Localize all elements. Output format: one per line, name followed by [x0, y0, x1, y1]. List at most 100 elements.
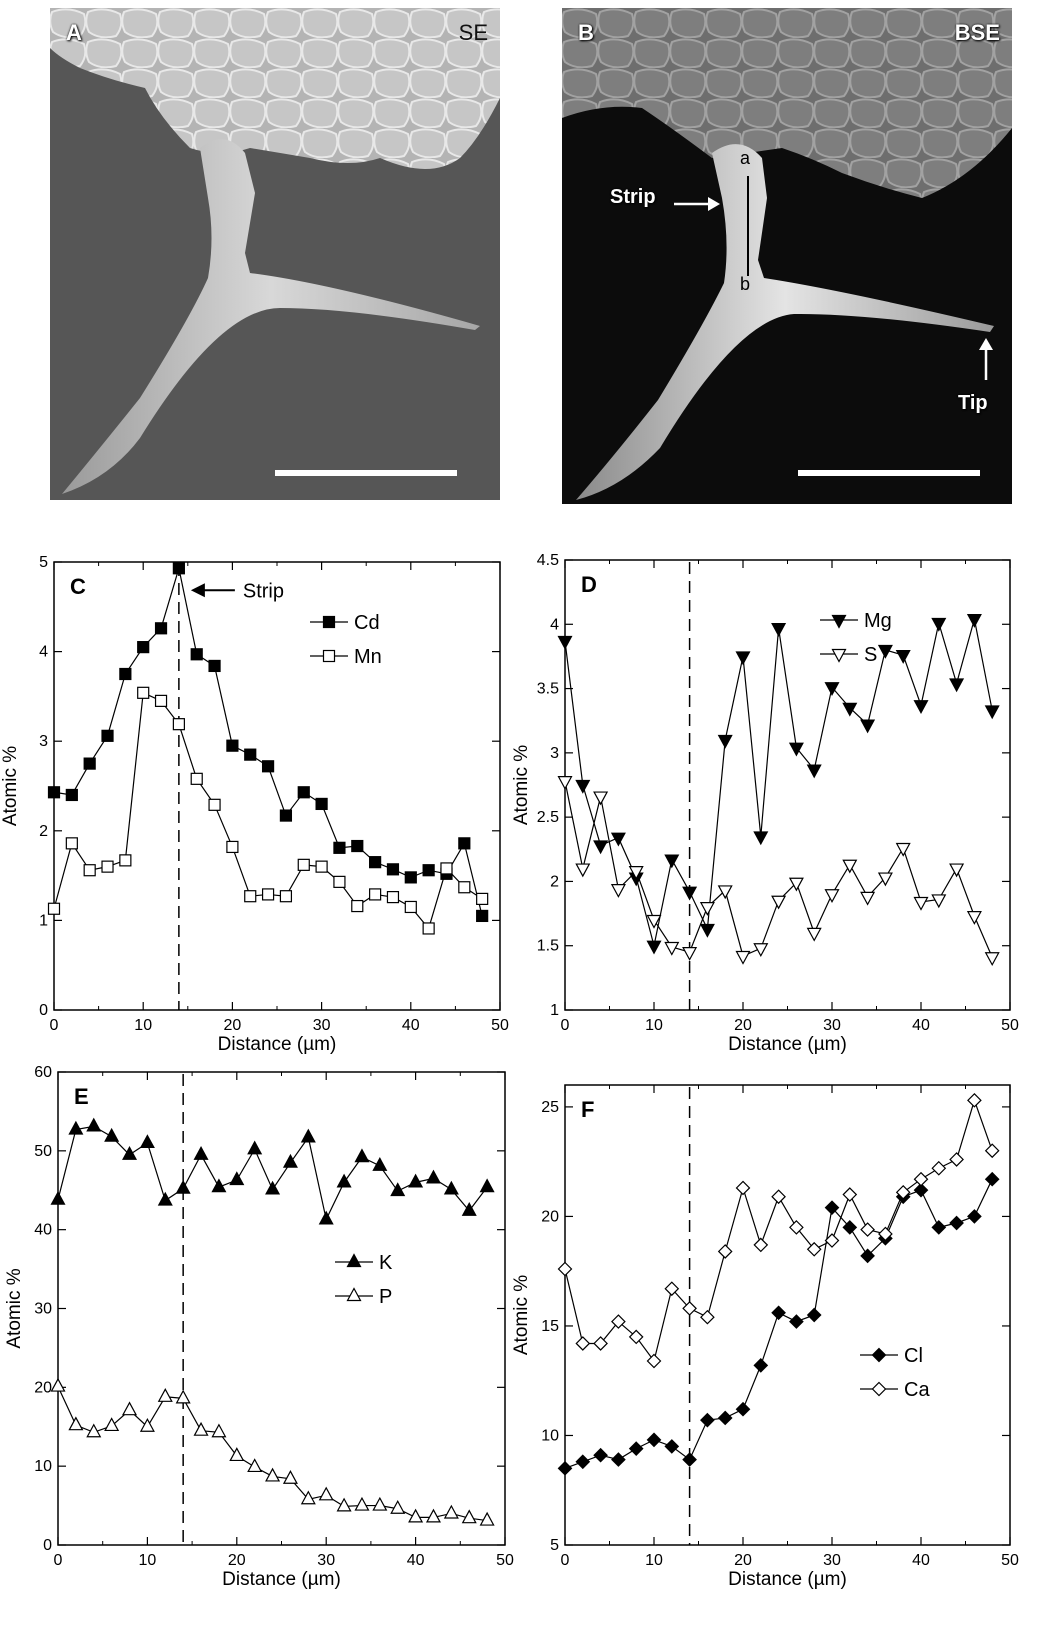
data-point-Ca — [806, 1241, 822, 1257]
data-point-Cd — [244, 748, 257, 761]
data-point-P — [318, 1486, 334, 1501]
series-line-Cl — [564, 1178, 993, 1469]
legend-marker-Cl — [871, 1347, 887, 1363]
data-point-P — [50, 1377, 66, 1392]
data-point-Cd — [458, 837, 471, 850]
y-tick-label: 2 — [39, 823, 48, 840]
data-point-P — [372, 1496, 388, 1511]
data-point-Mn — [83, 864, 96, 877]
legend-label-Mn: Mn — [354, 646, 382, 668]
data-point-Ca — [575, 1336, 591, 1351]
y-tick-label: 20 — [541, 1208, 559, 1225]
x-tick-label: 20 — [228, 1552, 246, 1569]
data-point-Cd — [279, 809, 293, 822]
series-line-P — [57, 1386, 488, 1522]
data-point-Mg — [682, 886, 698, 901]
chart-panel-c: 0 10 20 30 40 50 0 1 2 3 4 5 Distance (µm) Atomic % C C… — [0, 554, 509, 1055]
data-point-Mg — [913, 700, 929, 715]
data-point-Cd — [65, 788, 78, 802]
data-point-Mn — [137, 686, 150, 699]
panel-letter: F — [581, 1097, 594, 1122]
y-tick-label: 2 — [550, 873, 559, 890]
data-point-K — [193, 1146, 209, 1160]
data-point-Mg — [735, 651, 751, 666]
data-point-K — [425, 1169, 441, 1184]
data-point-Ca — [913, 1171, 929, 1187]
x-axis-label: Distance (µm) — [728, 1569, 847, 1590]
mode-label-bse: BSE — [954, 20, 1000, 45]
x-tick-label: 0 — [561, 1552, 570, 1569]
data-point-S — [735, 950, 751, 965]
data-point-S — [788, 877, 804, 892]
y-tick-label: 25 — [541, 1099, 559, 1116]
data-point-S — [593, 791, 609, 806]
data-point-Ca — [700, 1309, 715, 1325]
y-axis-label: Atomic % — [4, 1268, 25, 1348]
y-tick-label: 0 — [43, 1537, 52, 1554]
x-tick-label: 30 — [317, 1552, 335, 1569]
data-point-K — [104, 1127, 120, 1142]
data-point-Cl — [967, 1209, 982, 1224]
panel-label-a: A — [66, 20, 82, 45]
legend-label-S: S — [864, 644, 877, 666]
y-tick-label: 40 — [34, 1222, 52, 1239]
series-line-K — [57, 1125, 488, 1222]
data-point-P — [211, 1423, 227, 1438]
data-point-Mg — [699, 923, 715, 938]
data-point-S — [913, 896, 929, 911]
data-point-Mn — [101, 860, 114, 873]
data-point-Mn — [190, 772, 203, 785]
data-point-Cl — [806, 1307, 822, 1323]
data-point-Ca — [628, 1329, 644, 1345]
data-point-Mn — [154, 694, 168, 707]
strip-arrowhead-icon — [190, 583, 205, 598]
data-point-S — [628, 866, 644, 880]
data-point-P — [479, 1511, 495, 1526]
panel-label-b: B — [578, 20, 594, 45]
data-point-Cl — [771, 1305, 786, 1321]
data-point-Cd — [154, 622, 168, 635]
x-axis-label: Distance (µm) — [218, 1034, 337, 1055]
plot-frame — [564, 1084, 1011, 1546]
x-tick-label: 0 — [54, 1552, 63, 1569]
x-tick-label: 50 — [1001, 1552, 1019, 1569]
scale-bar — [275, 470, 457, 476]
data-point-Cd — [333, 841, 346, 854]
x-tick-label: 40 — [912, 1552, 930, 1569]
data-point-Ca — [984, 1143, 1000, 1159]
data-point-P — [265, 1467, 281, 1482]
data-point-Cd — [422, 864, 435, 877]
data-point-Ca — [717, 1244, 733, 1259]
data-point-K — [175, 1179, 191, 1194]
data-point-Cl — [860, 1248, 875, 1264]
data-point-Mg — [966, 614, 982, 628]
data-point-Ca — [664, 1281, 680, 1297]
data-point-Cd — [404, 871, 417, 884]
legend-marker-K — [346, 1253, 362, 1268]
data-point-Cd — [190, 648, 203, 661]
data-point-Mn — [458, 881, 471, 894]
data-point-Cl — [984, 1171, 1000, 1187]
data-point-P — [122, 1401, 138, 1416]
x-tick-label: 10 — [645, 1552, 663, 1569]
data-point-Mn — [65, 837, 78, 850]
data-point-K — [300, 1128, 316, 1143]
data-point-Ca — [611, 1314, 626, 1329]
data-point-Mg — [931, 617, 947, 632]
data-point-Cl — [753, 1358, 769, 1373]
data-point-Mn — [333, 875, 346, 888]
data-point-S — [806, 927, 822, 942]
y-tick-label: 15 — [541, 1318, 559, 1335]
y-axis-label: Atomic % — [0, 746, 21, 826]
data-point-Cd — [137, 641, 150, 654]
data-point-S — [842, 859, 858, 874]
line-scan-a-label: a — [740, 148, 751, 168]
data-point-Cd — [101, 729, 114, 742]
y-tick-label: 60 — [34, 1064, 52, 1081]
line-scan-path — [747, 176, 749, 276]
data-point-Cd — [297, 786, 310, 799]
data-point-Cl — [575, 1454, 591, 1470]
data-point-S — [664, 941, 680, 956]
trichome-se-image — [50, 8, 500, 494]
data-point-S — [860, 891, 876, 906]
